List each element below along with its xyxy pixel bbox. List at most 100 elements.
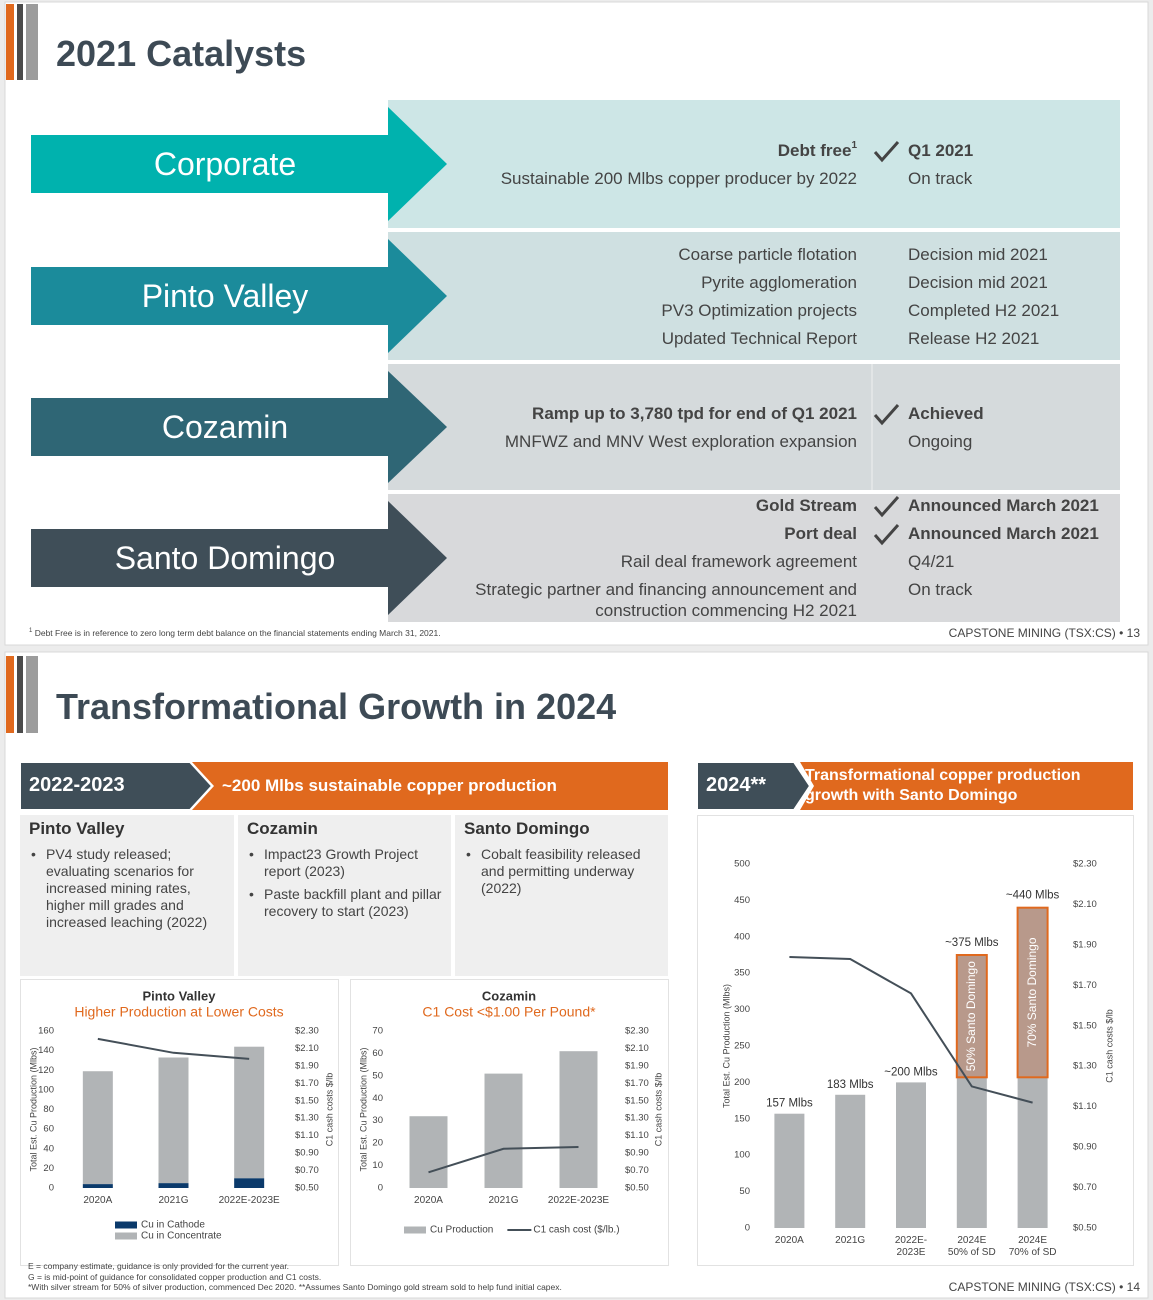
- item-label: Strategic partner and financing announce…: [475, 580, 857, 620]
- bar: [1016, 906, 1049, 1079]
- y2-tick-label: $2.30: [295, 1026, 319, 1037]
- bar: [82, 1184, 113, 1188]
- logo-stripe: [17, 656, 23, 733]
- section-label: Santo Domingo: [114, 540, 336, 576]
- y-tick-label: 140: [38, 1045, 54, 1056]
- y-tick-label: 40: [372, 1093, 383, 1104]
- annotation: ~440 Mlbs: [1006, 890, 1060, 902]
- item-label: Rail deal framework agreement: [620, 552, 857, 571]
- y-tick-label: 50: [739, 1186, 750, 1197]
- item-text: Coarse particle flotation: [447, 244, 857, 265]
- item-list: Coarse particle flotation Decision mid 20…: [447, 232, 1137, 360]
- item-text: Gold Stream: [447, 495, 857, 516]
- item-label: Sustainable 200 Mlbs copper producer by …: [500, 168, 857, 188]
- legend-swatch: [404, 1226, 426, 1234]
- y2-tick-label: $0.50: [625, 1183, 649, 1194]
- item-row: Updated Technical Report Release H2 2021: [447, 328, 1137, 349]
- bar: [158, 1183, 189, 1188]
- annotation: ~375 Mlbs: [945, 937, 999, 949]
- item-status: Ongoing: [908, 431, 973, 451]
- chart-frame: [697, 815, 1134, 1266]
- row-panel: [388, 494, 1120, 622]
- y-tick-label: 500: [734, 859, 750, 870]
- bar: [484, 1073, 523, 1188]
- arrow-head: [388, 239, 447, 353]
- item-text: Debt free1: [447, 140, 857, 161]
- y2-tick-label: $2.10: [625, 1043, 649, 1054]
- y-tick-label: 0: [378, 1183, 383, 1194]
- slide-footer: CAPSTONE MINING (TSX:CS) • 13: [948, 626, 1140, 640]
- value-label: ~200 Mlbs: [884, 1066, 938, 1078]
- y-tick-label: 350: [734, 968, 750, 979]
- y2-tick-label: $0.90: [1073, 1142, 1097, 1153]
- item-status: Release H2 2021: [908, 328, 1040, 348]
- y-tick-label: 400: [734, 931, 750, 942]
- column-heading: Cozamin: [247, 819, 318, 838]
- item-status: Q4/21: [908, 552, 955, 571]
- y2-axis-label: C1 cash costs $/lb: [1104, 1009, 1114, 1083]
- check-mark: [873, 403, 900, 425]
- item-label: Gold Stream: [755, 496, 857, 515]
- value-label: 157 Mlbs: [766, 1098, 813, 1110]
- bar: [409, 1116, 448, 1188]
- x-tick-label: 2020A: [83, 1195, 113, 1206]
- bullet: PV4 study released; evaluating scenarios…: [30, 846, 226, 931]
- item-row: Coarse particle flotation Decision mid 20…: [447, 244, 1137, 265]
- footnote: *With silver stream for 50% of silver pr…: [28, 1282, 562, 1292]
- y2-tick-label: $0.90: [625, 1148, 649, 1159]
- slide-title: 2021 Catalysts: [56, 33, 307, 74]
- y2-tick-label: $1.50: [295, 1095, 319, 1106]
- banner-arrow: [19, 761, 214, 811]
- y-tick-label: 80: [43, 1104, 54, 1115]
- row-panel: [388, 232, 1120, 360]
- item-row: Debt free1 Q1 2021: [447, 140, 1137, 162]
- y2-axis-label: C1 cash costs $/lb: [653, 1073, 663, 1147]
- y-tick-label: 30: [372, 1115, 383, 1126]
- y2-tick-label: $1.70: [295, 1078, 319, 1089]
- item-row: Strategic partner and financing announce…: [447, 579, 1137, 621]
- y2-tick-label: $1.90: [1073, 939, 1097, 950]
- x-tick-label: 2022E-2023E: [218, 1195, 280, 1206]
- check-cell: [857, 244, 908, 265]
- footnote-text: Debt Free is in reference to zero long t…: [34, 628, 441, 638]
- item-text: Sustainable 200 Mlbs copper producer by …: [447, 168, 857, 189]
- cost-line: [97, 1037, 250, 1060]
- item-text: Strategic partner and financing announce…: [447, 579, 857, 621]
- item-status: Decision mid 2021: [908, 244, 1048, 264]
- logo-stripe: [26, 656, 38, 733]
- bar: [559, 1051, 598, 1188]
- bar: [896, 1082, 926, 1228]
- x-tick-label: 2024E 70% of SD: [1008, 1235, 1057, 1258]
- y-tick-label: 200: [734, 1077, 750, 1088]
- row-panel: [388, 100, 1120, 228]
- banner-arrow: [800, 762, 1133, 810]
- item-list: Debt free1 Q1 2021 Sustainable 200 Mlbs co…: [447, 100, 1137, 228]
- column-heading: Santo Domingo: [464, 819, 590, 838]
- item-label: MNFWZ and MNV West exploration expansion: [504, 431, 857, 451]
- legend-label: Cu in Cathode: [141, 1220, 205, 1231]
- y2-tick-label: $2.30: [625, 1026, 649, 1037]
- y2-tick-label: $1.10: [295, 1130, 319, 1141]
- banner-label: 2022-2023: [29, 774, 125, 796]
- chart-title: Pinto Valley: [143, 988, 217, 1003]
- bullet: Cobalt feasibility released and permitti…: [465, 846, 661, 897]
- x-tick-label: 2022E-2023E: [547, 1195, 610, 1206]
- item-label: Ramp up to 3,780 tpd for end of Q1 2021: [532, 403, 857, 423]
- item-status: Announced March 2021: [908, 524, 1099, 543]
- section-label: Pinto Valley: [141, 278, 309, 314]
- item-row: PV3 Optimization projects Completed H2 20…: [447, 300, 1137, 321]
- check-icon: [873, 524, 900, 546]
- item-text: Rail deal framework agreement: [447, 551, 857, 572]
- column-heading: Pinto Valley: [29, 819, 125, 838]
- arrow-head: [388, 501, 447, 615]
- y2-axis-label: C1 cash costs $/lb: [324, 1073, 334, 1147]
- x-tick-label: 2024E 50% of SD: [947, 1235, 996, 1258]
- item-list: Ramp up to 3,780 tpd for end of Q1 2021 A…: [447, 364, 1137, 490]
- item-list: Gold Stream Announced March 2021 Port deal…: [447, 494, 1137, 622]
- bar: [158, 1057, 189, 1184]
- chart-subtitle: C1 Cost <$1.00 Per Pound*: [422, 1004, 596, 1020]
- y-tick-label: 60: [43, 1124, 54, 1135]
- item-row: Gold Stream Announced March 2021: [447, 495, 1137, 518]
- y-axis-label: Total Est. Cu Production (Mlbs): [721, 984, 731, 1108]
